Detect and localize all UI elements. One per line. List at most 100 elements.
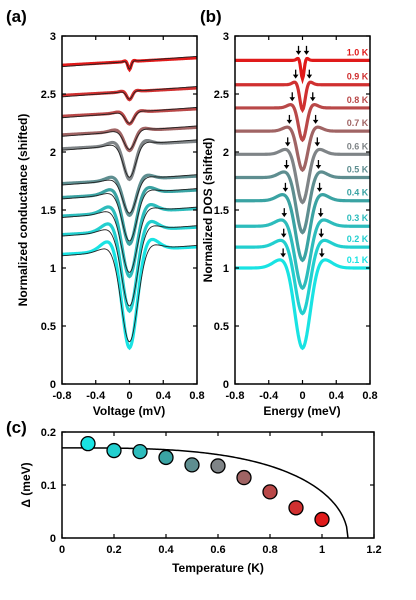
gap-arrow-head — [292, 74, 299, 79]
c-point-0.2k — [106, 442, 122, 459]
a-curve-0.7k — [61, 125, 198, 153]
a-curve-1k — [61, 56, 198, 73]
panel-b-gap-arrows — [280, 45, 325, 258]
gap-arrow-head — [318, 233, 325, 238]
gap-arrow-head — [283, 165, 290, 170]
a-curve-0.3k — [61, 203, 198, 279]
gap-arrow-head — [295, 50, 302, 55]
panel-a-curves — [61, 55, 198, 351]
b-temp-label: 0.2 K — [347, 234, 369, 244]
panel-b-letter: (b) — [200, 7, 222, 26]
b-curve-0.7k — [235, 125, 370, 173]
b-xtick-label: 0.4 — [329, 390, 345, 402]
a-xtick-label: 0.8 — [189, 390, 204, 402]
panel-c-letter: (c) — [6, 418, 27, 437]
panel-b-ticks: -0.8 -0.4 0 0.4 0.8 0 0.5 1 1.5 2 2.5 3 — [214, 31, 378, 402]
a-ytick-label: 0 — [50, 379, 56, 391]
gap-arrow-head — [315, 165, 322, 170]
a-curve-0.9k — [61, 86, 198, 102]
a-fit-0.5k — [61, 174, 198, 214]
b-curve-0.2k — [235, 238, 370, 316]
panel-b-curves — [235, 56, 370, 351]
a-ytick-label: 2 — [50, 147, 56, 159]
panel-a: -0.8 -0.4 0 0.4 0.8 0 0.5 1 1.5 2 2.5 3 Voltage (mV… — [16, 31, 205, 418]
c-point-0.1k — [80, 436, 96, 452]
a-curve-0.5k — [61, 173, 198, 218]
c-point-0.5k — [184, 457, 200, 473]
a-curve-0.1k — [61, 237, 198, 351]
c-xtick-label: 0.8 — [262, 544, 277, 556]
gap-arrow-head — [303, 50, 310, 55]
a-fit-0.4k — [61, 188, 198, 242]
b-temp-label: 0.6 K — [347, 141, 369, 151]
b-curve-0.5k — [235, 170, 370, 235]
b-curve-0.1k — [235, 258, 370, 351]
a-fit-0.3k — [61, 206, 198, 273]
a-curve-0.6k — [61, 138, 198, 182]
a-ytick-label: 3 — [50, 31, 56, 43]
b-temp-label: 0.9 K — [347, 72, 369, 82]
c-point-0.6k — [210, 458, 226, 474]
gap-arrow-head — [314, 142, 321, 147]
c-xtick-label: 1.2 — [366, 544, 381, 556]
b-ytick-label: 3 — [223, 31, 229, 43]
panel-c-points — [80, 436, 330, 528]
gap-arrow-head — [312, 119, 319, 124]
b-curve-0.8k — [235, 103, 370, 143]
a-fit-0.6k — [61, 139, 198, 178]
panel-c-xlabel: Temperature (K) — [172, 561, 264, 575]
a-xtick-label: 0 — [126, 390, 132, 402]
panel-b-temperature-labels: 0.1 K 0.2 K 0.3 K 0.4 K 0.5 K 0.6 K 0.7 K 0.8 K… — [347, 47, 369, 265]
panel-b-ylabel: Normalized DOS (shifted) — [201, 138, 215, 283]
b-xtick-label: -0.8 — [226, 390, 245, 402]
b-curve-0.4k — [235, 193, 370, 263]
gap-arrow-head — [280, 233, 287, 238]
c-xtick-label: 1 — [319, 544, 325, 556]
b-ytick-label: 2.5 — [214, 89, 229, 101]
gap-arrow-head — [282, 187, 289, 192]
b-temp-label: 0.3 K — [347, 213, 369, 223]
b-xtick-label: 0 — [299, 390, 305, 402]
a-fit-0.2k — [61, 225, 198, 307]
a-curve-0.4k — [61, 185, 198, 247]
a-fit-0.9k — [61, 86, 198, 100]
c-xtick-label: 0.2 — [106, 544, 121, 556]
panel-c: 0 0.2 0.4 0.6 0.8 1 1.2 0 0.1 0.2 Temperature (K)… — [19, 427, 382, 575]
panel-c-ticks: 0 0.2 0.4 0.6 0.8 1 1.2 0 0.1 0.2 — [41, 427, 382, 556]
gap-arrow-head — [286, 119, 293, 124]
a-xtick-label: 0.4 — [156, 390, 172, 402]
c-bcs-fit-line — [62, 447, 349, 539]
c-point-0.7k — [236, 469, 252, 486]
b-temp-label: 1.0 K — [347, 47, 369, 57]
b-temp-label: 0.8 K — [347, 95, 369, 105]
panel-a-ticks: -0.8 -0.4 0 0.4 0.8 0 0.5 1 1.5 2 2.5 3 — [41, 31, 205, 402]
b-curve-0.6k — [235, 147, 370, 205]
b-curve-1k — [235, 56, 370, 85]
b-curve-0.3k — [235, 218, 370, 291]
c-point-0.3k — [132, 443, 148, 460]
b-ytick-label: 2 — [223, 147, 229, 159]
gap-arrow-head — [281, 213, 288, 218]
b-ytick-label: 0 — [223, 379, 229, 391]
a-ytick-label: 2.5 — [41, 89, 56, 101]
gap-arrow-head — [306, 74, 313, 79]
c-xtick-label: 0.4 — [158, 544, 174, 556]
a-xtick-label: -0.8 — [53, 390, 72, 402]
panel-a-ylabel: Normalized conductance (shifted) — [16, 114, 30, 307]
b-ytick-label: 1 — [223, 263, 229, 275]
c-xtick-label: 0.6 — [210, 544, 225, 556]
a-fit-1k — [61, 55, 198, 70]
c-point-1k — [314, 511, 330, 528]
b-ytick-label: 1.5 — [214, 205, 229, 217]
c-point-0.4k — [158, 449, 174, 466]
gap-arrow-head — [289, 97, 296, 102]
panel-b-xlabel: Energy (meV) — [263, 404, 340, 418]
a-ytick-label: 0.5 — [41, 321, 56, 333]
c-ytick-label: 0.2 — [41, 427, 56, 439]
panel-a-letter: (a) — [6, 7, 27, 26]
panel-c-fit-line — [62, 447, 349, 539]
c-point-0.8k — [262, 484, 278, 500]
a-fit-0.7k — [61, 125, 198, 150]
a-fit-0.1k — [61, 244, 198, 343]
